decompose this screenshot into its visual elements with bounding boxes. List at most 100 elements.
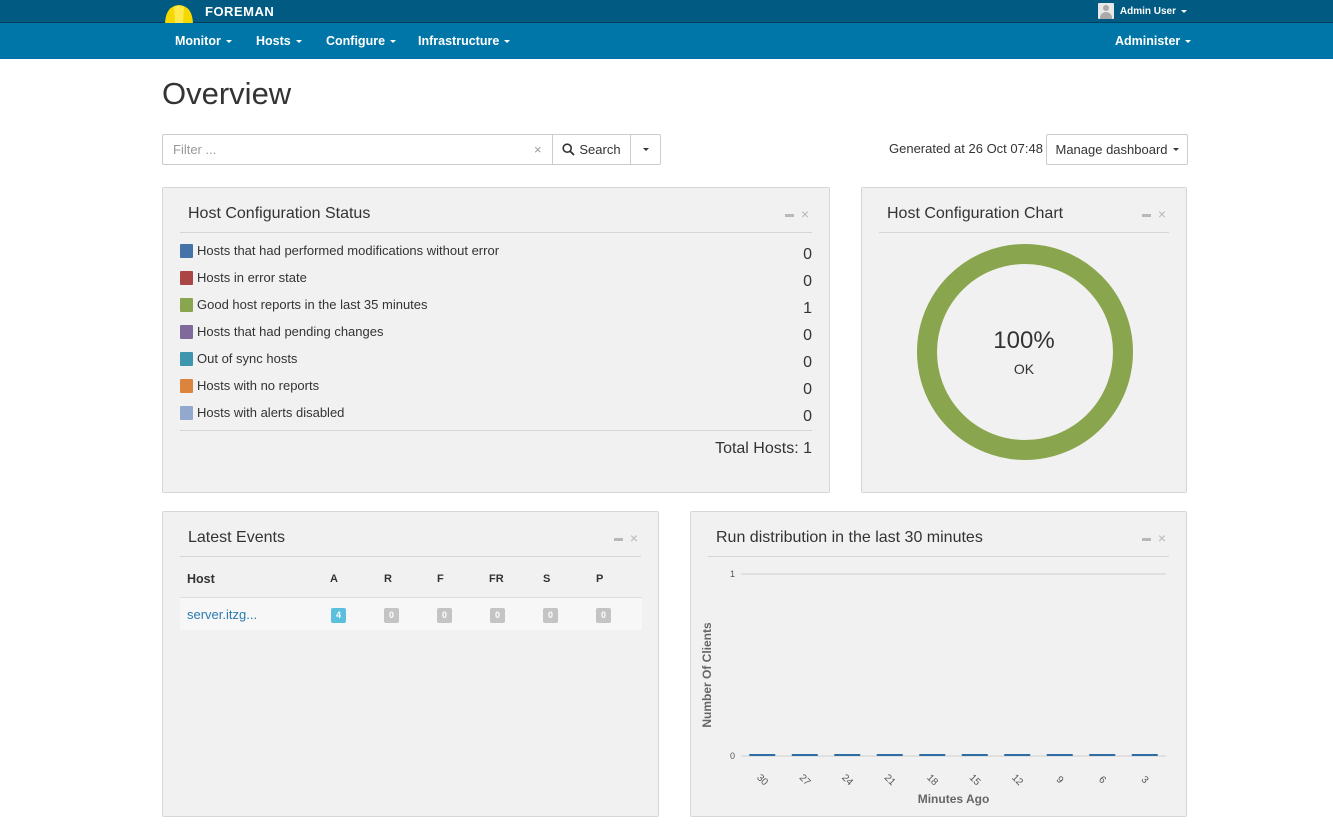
y-axis-title: Number Of Clients bbox=[700, 622, 714, 728]
x-axis-title: Minutes Ago bbox=[918, 792, 990, 806]
host-config-status-widget[interactable]: Host Configuration Status × Hosts that h… bbox=[162, 187, 830, 493]
nav-infrastructure-label: Infrastructure bbox=[418, 34, 500, 48]
manage-dashboard-label: Manage dashboard bbox=[1055, 142, 1168, 157]
divider bbox=[180, 430, 812, 431]
widget-controls: × bbox=[1141, 206, 1166, 222]
nav-administer[interactable]: Administer bbox=[1115, 34, 1192, 48]
nav-infrastructure[interactable]: Infrastructure bbox=[418, 34, 511, 48]
divider bbox=[180, 232, 812, 233]
main-navbar: Monitor Hosts Configure Infrastructure A… bbox=[0, 23, 1333, 59]
user-name: Admin User bbox=[1119, 5, 1176, 17]
chevron-down-icon bbox=[225, 40, 232, 44]
status-label: Hosts in error state bbox=[197, 270, 307, 285]
chart-bar bbox=[791, 754, 818, 756]
status-count[interactable]: 0 bbox=[803, 273, 812, 290]
donut-status: OK bbox=[1013, 361, 1035, 377]
column-header-pending[interactable]: P bbox=[596, 573, 604, 585]
legend-swatch bbox=[180, 271, 193, 285]
top-bar: FOREMAN Admin User bbox=[0, 0, 1333, 30]
nav-configure[interactable]: Configure bbox=[326, 34, 397, 48]
nav-hosts-label: Hosts bbox=[256, 34, 291, 48]
minimize-icon[interactable] bbox=[784, 213, 794, 217]
x-tick-label: 15 bbox=[967, 772, 983, 788]
nav-monitor[interactable]: Monitor bbox=[175, 34, 232, 48]
status-count[interactable]: 0 bbox=[803, 246, 812, 263]
host-config-chart-widget[interactable]: Host Configuration Chart × 100% OK bbox=[861, 187, 1187, 493]
search-input[interactable] bbox=[162, 134, 552, 165]
status-count[interactable]: 0 bbox=[803, 354, 812, 371]
nav-administer-label: Administer bbox=[1115, 34, 1181, 48]
widget-title: Latest Events bbox=[188, 529, 285, 546]
x-tick-label: 21 bbox=[882, 772, 898, 788]
chart-bar bbox=[919, 754, 946, 756]
nav-configure-label: Configure bbox=[326, 34, 386, 48]
failed-badge: 0 bbox=[437, 608, 452, 623]
nav-hosts[interactable]: Hosts bbox=[256, 34, 302, 48]
bookmarks-dropdown-button[interactable] bbox=[631, 134, 661, 165]
failed-restarts-badge: 0 bbox=[490, 608, 505, 623]
x-tick-label: 12 bbox=[1009, 772, 1025, 788]
widget-controls: × bbox=[613, 530, 638, 546]
skipped-badge: 0 bbox=[543, 608, 558, 623]
close-icon[interactable]: × bbox=[800, 206, 809, 222]
divider bbox=[708, 556, 1169, 557]
status-label: Out of sync hosts bbox=[197, 351, 298, 366]
latest-events-widget[interactable]: Latest Events × Host A R F FR S P server… bbox=[162, 511, 659, 817]
chevron-down-icon bbox=[390, 40, 397, 44]
status-label: Hosts that had performed modifications w… bbox=[197, 243, 500, 258]
widget-controls: × bbox=[784, 206, 809, 222]
minimize-icon[interactable] bbox=[1141, 537, 1151, 541]
chart-bar bbox=[876, 754, 903, 756]
status-count[interactable]: 1 bbox=[803, 300, 812, 317]
applied-badge: 4 bbox=[331, 608, 346, 623]
nav-monitor-label: Monitor bbox=[175, 34, 221, 48]
column-header-restarted[interactable]: R bbox=[384, 573, 392, 585]
minimize-icon[interactable] bbox=[1141, 213, 1151, 217]
restarted-badge: 0 bbox=[384, 608, 399, 623]
page-title: Overview bbox=[162, 76, 292, 111]
column-header-failed[interactable]: F bbox=[437, 573, 444, 585]
widget-title: Host Configuration Status bbox=[188, 205, 371, 222]
minimize-icon[interactable] bbox=[613, 537, 623, 541]
donut-ring-ok[interactable] bbox=[917, 244, 1133, 460]
legend-swatch bbox=[180, 325, 193, 339]
chevron-down-icon bbox=[295, 40, 302, 44]
table-row: server.itzg... 4 0 0 0 0 0 bbox=[180, 597, 642, 630]
brand-name[interactable]: FOREMAN bbox=[205, 4, 275, 19]
user-menu[interactable]: Admin User bbox=[1097, 3, 1187, 19]
pending-badge: 0 bbox=[596, 608, 611, 623]
status-label: Good host reports in the last 35 minutes bbox=[197, 297, 428, 312]
search-button-label: Search bbox=[579, 142, 621, 157]
search-button[interactable]: Search bbox=[552, 134, 631, 165]
clear-icon[interactable]: × bbox=[534, 142, 542, 157]
legend-swatch bbox=[180, 244, 193, 258]
chevron-down-icon bbox=[1181, 9, 1187, 13]
column-header-applied[interactable]: A bbox=[330, 573, 338, 585]
chart-bar bbox=[1089, 754, 1116, 756]
legend-swatch bbox=[180, 298, 193, 312]
run-distribution-chart[interactable]: 0 1 30 27 24 21 18 15 12 9 6 3 Minutes Ago Number Of … bbox=[691, 562, 1186, 812]
manage-dashboard-button[interactable]: Manage dashboard bbox=[1046, 134, 1188, 165]
status-count[interactable]: 0 bbox=[803, 408, 812, 425]
column-header-skipped[interactable]: S bbox=[543, 573, 551, 585]
close-icon[interactable]: × bbox=[629, 530, 638, 546]
status-label: Hosts with alerts disabled bbox=[197, 405, 345, 420]
status-count[interactable]: 0 bbox=[803, 381, 812, 398]
column-header-host[interactable]: Host bbox=[187, 572, 215, 586]
widget-controls: × bbox=[1141, 530, 1166, 546]
status-count[interactable]: 0 bbox=[803, 327, 812, 344]
config-donut-chart[interactable] bbox=[916, 243, 1134, 461]
chevron-down-icon bbox=[1172, 148, 1179, 151]
run-distribution-widget[interactable]: Run distribution in the last 30 minutes … bbox=[690, 511, 1187, 817]
y-tick-label: 0 bbox=[730, 751, 735, 761]
chart-bar bbox=[1131, 754, 1158, 756]
search-icon bbox=[562, 143, 576, 156]
column-header-failed-restarts[interactable]: FR bbox=[489, 573, 504, 585]
search-group: × Search bbox=[162, 134, 661, 165]
y-tick-label: 1 bbox=[730, 569, 735, 579]
user-avatar-icon bbox=[1097, 3, 1114, 19]
close-icon[interactable]: × bbox=[1157, 530, 1166, 546]
close-icon[interactable]: × bbox=[1157, 206, 1166, 222]
host-link[interactable]: server.itzg... bbox=[187, 607, 258, 622]
x-tick-label: 27 bbox=[797, 772, 813, 788]
